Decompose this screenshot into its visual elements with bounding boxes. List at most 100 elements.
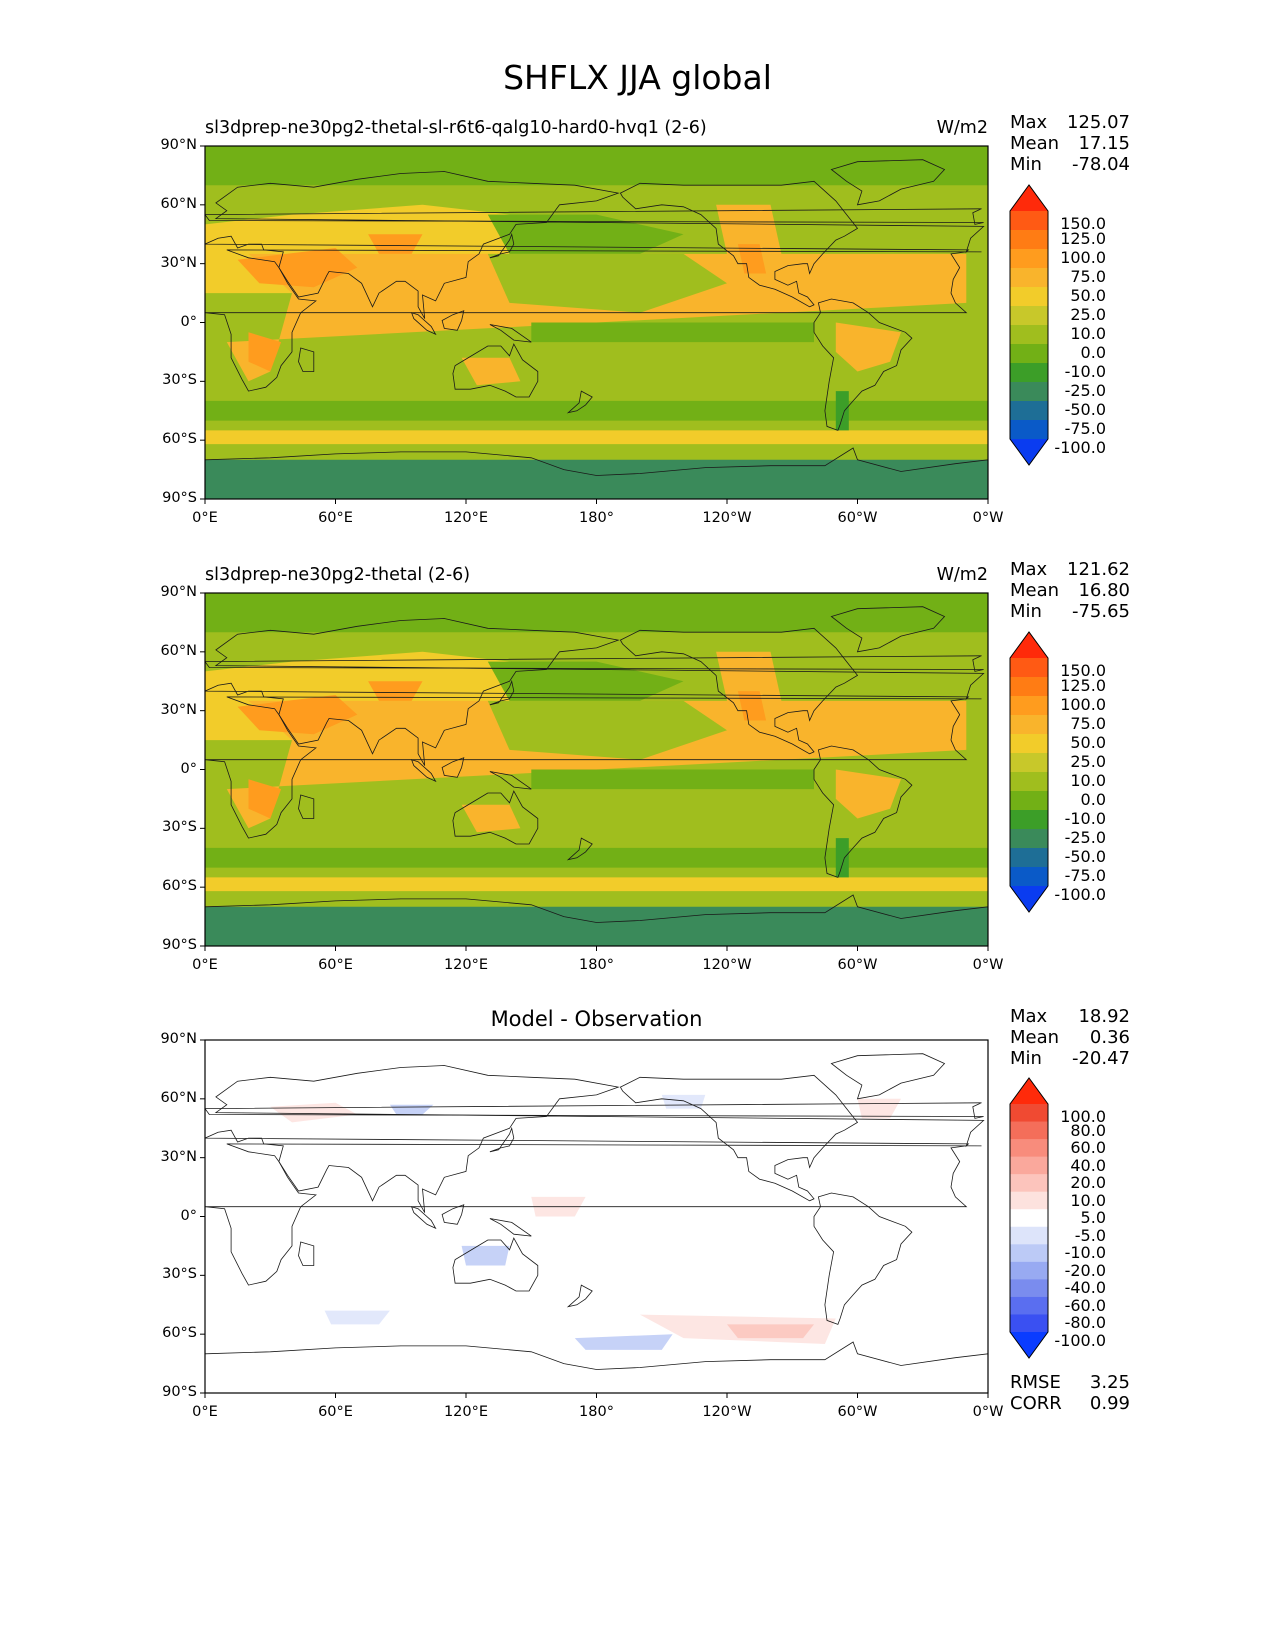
colorbar-segment <box>1010 791 1048 811</box>
y-tick-label: 60°S <box>162 878 197 895</box>
coastline <box>205 208 984 225</box>
x-tick-label: 60°E <box>318 510 353 526</box>
rmse-label: RMSE <box>1010 1372 1061 1393</box>
x-tick-label: 60°W <box>837 957 878 973</box>
field-contour <box>248 779 282 819</box>
colorbar-label: 10.0 <box>1070 771 1106 790</box>
field-contour <box>835 391 849 431</box>
colorbar-segment <box>1010 848 1048 868</box>
coastline <box>813 1192 913 1325</box>
field-contour <box>205 906 988 946</box>
colorbar-extend-max <box>1010 632 1048 658</box>
field-contour <box>205 459 988 499</box>
x-tick-label: 120°E <box>443 510 489 526</box>
y-tick-label: 60°N <box>160 642 197 659</box>
coastline <box>205 696 982 839</box>
field-contour <box>487 700 727 760</box>
coastline <box>298 347 315 372</box>
coastline <box>205 249 982 392</box>
colorbar-label: 20.0 <box>1070 1173 1106 1193</box>
field-contour <box>324 1310 390 1325</box>
coastline <box>205 171 985 319</box>
coastline <box>489 232 515 259</box>
x-tick-label: 0°E <box>192 510 218 526</box>
y-tick-label: 60°N <box>160 195 197 212</box>
colorbar-segment <box>1010 658 1048 678</box>
map-panel-2 <box>205 593 988 946</box>
coastline <box>830 606 946 653</box>
colorbar-segment <box>1010 382 1048 402</box>
x-tick-label: 0°E <box>192 957 218 973</box>
colorbar-segment <box>1010 1139 1048 1158</box>
coastline <box>205 447 988 499</box>
x-tick-label: 120°E <box>443 1404 489 1420</box>
field-contour <box>835 769 901 819</box>
coastline <box>830 1053 946 1100</box>
stat-mean-label: Mean <box>1010 580 1060 601</box>
colorbar-label: -10.0 <box>1064 809 1106 828</box>
colorbar-extend-max <box>1010 185 1048 211</box>
coastline <box>205 1341 988 1393</box>
y-tick-label: 60°S <box>162 431 197 448</box>
colorbar-segment <box>1010 249 1048 269</box>
figure-title: SHFLX JJA global <box>503 58 772 97</box>
colorbar-outline <box>1009 631 1049 913</box>
colorbar-segment <box>1010 1279 1048 1298</box>
coastline <box>566 837 593 861</box>
colorbar-segment <box>1010 325 1048 345</box>
coastline <box>298 794 315 819</box>
coastline <box>489 1126 515 1153</box>
colorbar-segment <box>1010 734 1048 754</box>
field-contour <box>461 1245 510 1266</box>
corr-label: CORR <box>1010 1393 1062 1414</box>
field-contour <box>531 769 814 790</box>
colorbar-label: -60.0 <box>1064 1295 1106 1315</box>
colorbar-label: 25.0 <box>1070 305 1106 324</box>
coastline <box>566 390 593 414</box>
stat-mean-label: Mean <box>1010 133 1060 154</box>
colorbar-segment <box>1010 211 1048 231</box>
stat-min-value: -20.47 <box>1071 1048 1130 1069</box>
y-tick-label: 30°N <box>160 701 197 718</box>
colorbar-segment <box>1010 696 1048 716</box>
stat-max-label: Max <box>1010 1006 1048 1027</box>
colorbar-segment <box>1010 1226 1048 1245</box>
colorbar-label: 25.0 <box>1070 752 1106 771</box>
colorbar-label: 50.0 <box>1070 733 1106 752</box>
y-tick-label: 60°S <box>162 1325 197 1342</box>
field-contour <box>727 1324 814 1339</box>
colorbar-label: 75.0 <box>1070 714 1106 733</box>
colorbar-label: -5.0 <box>1074 1225 1106 1245</box>
colorbar-extend-max <box>1010 1078 1048 1104</box>
coastline <box>489 324 532 343</box>
stat-min-value: -75.65 <box>1071 601 1130 622</box>
colorbar-label: 100.0 <box>1060 1107 1106 1126</box>
colorbar-label: -75.0 <box>1064 419 1106 438</box>
colorbar-extend-min <box>1010 1332 1048 1358</box>
colorbar-segment <box>1010 1174 1048 1193</box>
field-contour <box>531 322 814 343</box>
y-tick-label: 90°N <box>160 1031 197 1047</box>
colorbar-label: -75.0 <box>1064 866 1106 885</box>
colorbar-segment <box>1010 1121 1048 1140</box>
colorbar-label: -50.0 <box>1064 847 1106 866</box>
colorbar-segment <box>1010 230 1048 250</box>
colorbar-segment <box>1010 867 1048 887</box>
field-contour <box>205 400 988 421</box>
x-tick-label: 180° <box>579 1404 614 1420</box>
panel-units: W/m2 <box>936 565 988 585</box>
y-tick-label: 30°S <box>162 1266 197 1283</box>
field-contour <box>226 253 967 382</box>
panel-title: sl3dprep-ne30pg2-thetal-sl-r6t6-qalg10-h… <box>205 118 707 138</box>
stat-max-value: 125.07 <box>1067 112 1130 133</box>
y-tick-label: 30°S <box>162 372 197 389</box>
colorbar-segment <box>1010 1296 1048 1316</box>
y-tick-label: 30°S <box>162 819 197 836</box>
field-contour <box>661 1094 706 1109</box>
field-contour <box>368 681 423 701</box>
field-contour <box>205 146 988 186</box>
colorbar-segment <box>1010 344 1048 364</box>
y-tick-label: 60°N <box>160 1089 197 1106</box>
field-contour <box>461 804 521 833</box>
